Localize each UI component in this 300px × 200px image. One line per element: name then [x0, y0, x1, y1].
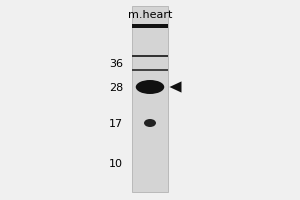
- Ellipse shape: [136, 80, 164, 94]
- Bar: [132, 69, 168, 71]
- Bar: [132, 55, 168, 57]
- Text: m.heart: m.heart: [128, 10, 172, 20]
- Bar: [132, 6, 168, 192]
- Text: 28: 28: [109, 83, 123, 93]
- Polygon shape: [169, 81, 181, 93]
- Text: 17: 17: [109, 119, 123, 129]
- Bar: [132, 24, 168, 28]
- Text: 36: 36: [109, 59, 123, 69]
- Ellipse shape: [144, 119, 156, 127]
- Text: 10: 10: [109, 159, 123, 169]
